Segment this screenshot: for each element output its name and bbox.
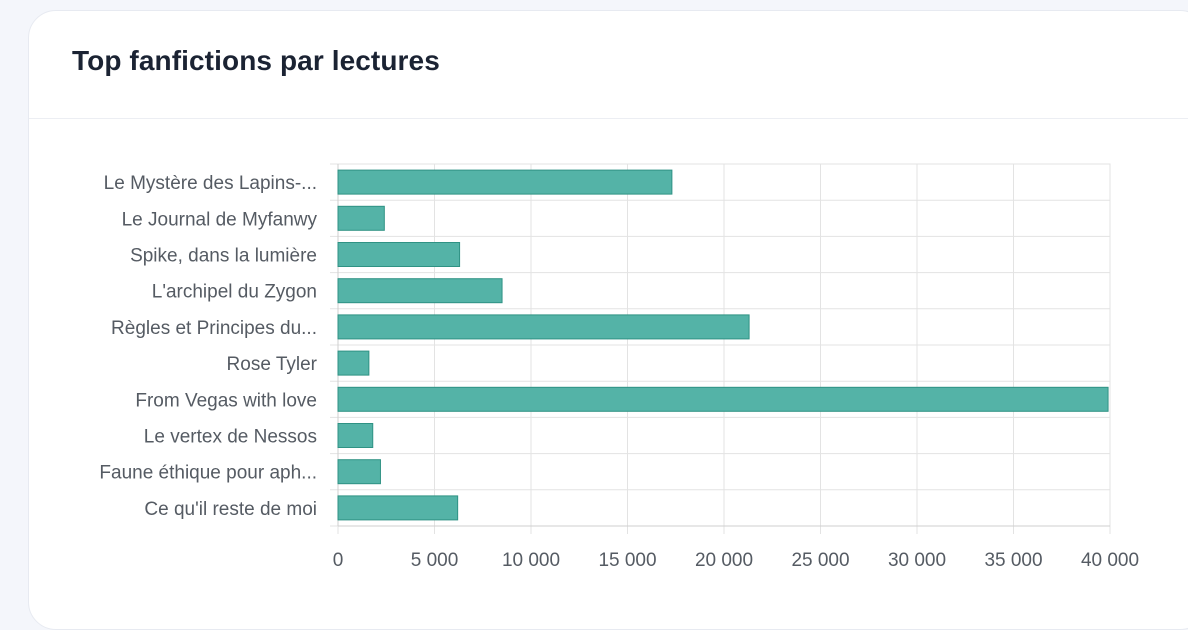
bars — [337, 169, 1109, 521]
bar — [337, 205, 385, 231]
x-tick-label: 0 — [333, 550, 344, 571]
x-tick-label: 30 000 — [888, 550, 946, 571]
bar — [337, 278, 503, 304]
card-header: Top fanfictions par lectures — [29, 11, 1188, 119]
bar — [337, 169, 673, 195]
bar — [337, 314, 750, 340]
grid-lines — [330, 163, 1111, 534]
category-label: Spike, dans la lumière — [130, 246, 317, 267]
category-label: Le Mystère des Lapins-... — [104, 173, 317, 194]
x-tick-label: 40 000 — [1081, 550, 1139, 571]
bar — [337, 350, 370, 376]
bar-chart: Le Mystère des Lapins-... Le Journal de M… — [99, 163, 1139, 571]
x-tick-label: 10 000 — [502, 550, 560, 571]
x-tick-label: 25 000 — [791, 550, 849, 571]
card-title: Top fanfictions par lectures — [72, 45, 440, 76]
bar — [337, 423, 374, 448]
bar — [337, 495, 459, 521]
x-tick-label: 35 000 — [984, 550, 1042, 571]
category-labels: Le Mystère des Lapins-... Le Journal de M… — [99, 173, 317, 520]
category-label: L'archipel du Zygon — [152, 282, 317, 303]
category-label: Le vertex de Nessos — [144, 427, 317, 448]
bar — [337, 459, 381, 485]
bar — [337, 242, 461, 267]
category-label: Le Journal de Myfanwy — [122, 209, 318, 230]
category-label: Règles et Principes du... — [111, 318, 317, 339]
x-tick-label: 20 000 — [695, 550, 753, 571]
x-tick-label: 5 000 — [411, 550, 459, 571]
category-label: From Vegas with love — [135, 390, 317, 411]
x-axis-ticks: 0 5 000 10 000 15 000 20 000 25 000 30 000 35 0… — [333, 550, 1139, 571]
bar — [337, 386, 1109, 412]
category-label: Ce qu'il reste de moi — [144, 499, 317, 520]
category-label: Faune éthique pour aph... — [99, 463, 317, 484]
x-tick-label: 15 000 — [598, 550, 656, 571]
category-label: Rose Tyler — [227, 354, 318, 375]
